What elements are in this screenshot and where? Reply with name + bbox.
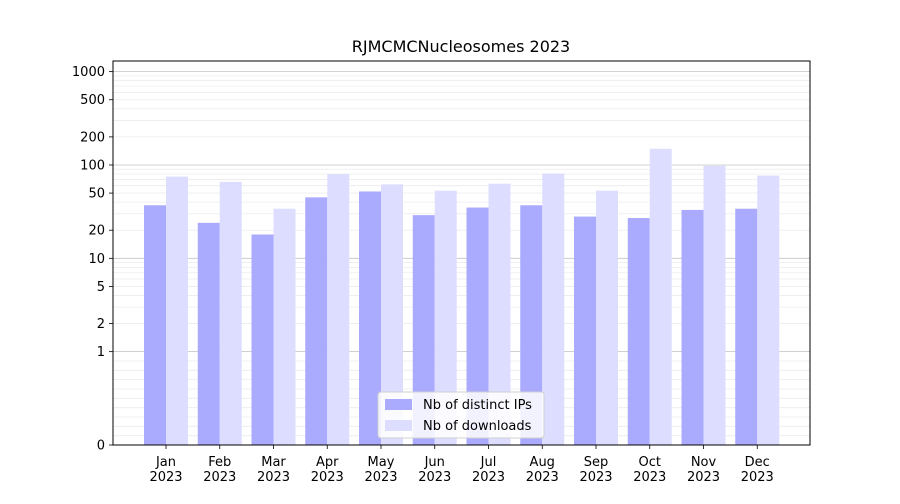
bar-distinct-ips — [305, 197, 328, 445]
bar-downloads — [596, 190, 618, 445]
bar-distinct-ips — [144, 205, 166, 445]
bar-downloads — [381, 184, 403, 445]
chart-title: RJMCMCNucleosomes 2023 — [352, 37, 570, 56]
bar-distinct-ips — [466, 207, 489, 445]
x-tick-label: May — [368, 455, 395, 470]
y-tick-label: 2 — [97, 317, 105, 332]
bar-downloads — [703, 165, 726, 446]
legend-label: Nb of downloads — [423, 419, 532, 434]
x-tick-label: Aug — [530, 455, 555, 470]
bar-distinct-ips — [520, 205, 543, 445]
legend-swatch — [385, 399, 412, 410]
bar-downloads — [434, 190, 457, 445]
x-tick-label: 2023 — [311, 470, 344, 485]
x-tick-label: Feb — [208, 455, 231, 470]
plot-frame — [112, 60, 811, 446]
y-tick-label: 5 — [97, 280, 105, 295]
legend-swatch — [385, 420, 412, 431]
y-tick-label: 100 — [80, 158, 105, 173]
x-tick-label: 2023 — [741, 470, 774, 485]
x-tick-label: 2023 — [418, 470, 451, 485]
x-tick-label: Dec — [745, 455, 770, 470]
x-tick-label: Oct — [639, 455, 661, 470]
bar-downloads — [488, 183, 511, 445]
x-tick-label: Nov — [691, 455, 717, 470]
x-tick-label: 2023 — [203, 470, 236, 485]
bar-downloads — [166, 176, 188, 445]
x-tick-label: Apr — [316, 455, 339, 470]
bar-distinct-ips — [627, 218, 650, 445]
bar-downloads — [219, 181, 242, 445]
bar-distinct-ips — [197, 222, 220, 445]
bar-distinct-ips — [574, 216, 596, 445]
x-tick-label: Mar — [261, 455, 286, 470]
bar-downloads — [327, 174, 350, 445]
legend-label: Nb of distinct IPs — [423, 398, 532, 413]
x-tick-label: 2023 — [257, 470, 290, 485]
bar-distinct-ips — [359, 191, 381, 445]
x-tick-label: Sep — [584, 455, 609, 470]
bar-distinct-ips — [735, 208, 758, 445]
x-tick-label: 2023 — [472, 470, 505, 485]
bar-distinct-ips — [251, 234, 274, 445]
x-tick-label: Jan — [155, 455, 176, 470]
bar-downloads — [542, 173, 565, 446]
y-tick-label: 20 — [88, 224, 105, 239]
bar-downloads — [649, 148, 672, 446]
axes: Jan2023Feb2023Mar2023Apr2023May2023Jun20… — [72, 60, 811, 485]
y-tick-label: 50 — [88, 187, 105, 202]
bar-distinct-ips — [412, 215, 435, 445]
x-tick-label: 2023 — [687, 470, 720, 485]
x-tick-label: 2023 — [364, 470, 397, 485]
bar-distinct-ips — [681, 209, 704, 445]
x-tick-label: 2023 — [633, 470, 666, 485]
x-tick-label: Jul — [480, 455, 497, 470]
y-tick-label: 200 — [80, 130, 105, 145]
bar-downloads — [757, 175, 780, 445]
x-tick-label: Jun — [424, 455, 445, 470]
y-tick-label: 1000 — [72, 65, 105, 80]
bar-downloads — [273, 208, 296, 445]
x-tick-label: 2023 — [526, 470, 559, 485]
y-tick-label: 1 — [97, 345, 105, 360]
y-tick-label: 500 — [80, 93, 105, 108]
legend: Nb of distinct IPs Nb of downloads — [377, 391, 545, 439]
bars — [144, 148, 780, 446]
x-tick-label: 2023 — [149, 470, 182, 485]
y-tick-label: 0 — [97, 439, 105, 454]
legend-box — [377, 391, 545, 439]
x-tick-label: 2023 — [579, 470, 612, 485]
y-tick-label: 10 — [88, 252, 105, 267]
